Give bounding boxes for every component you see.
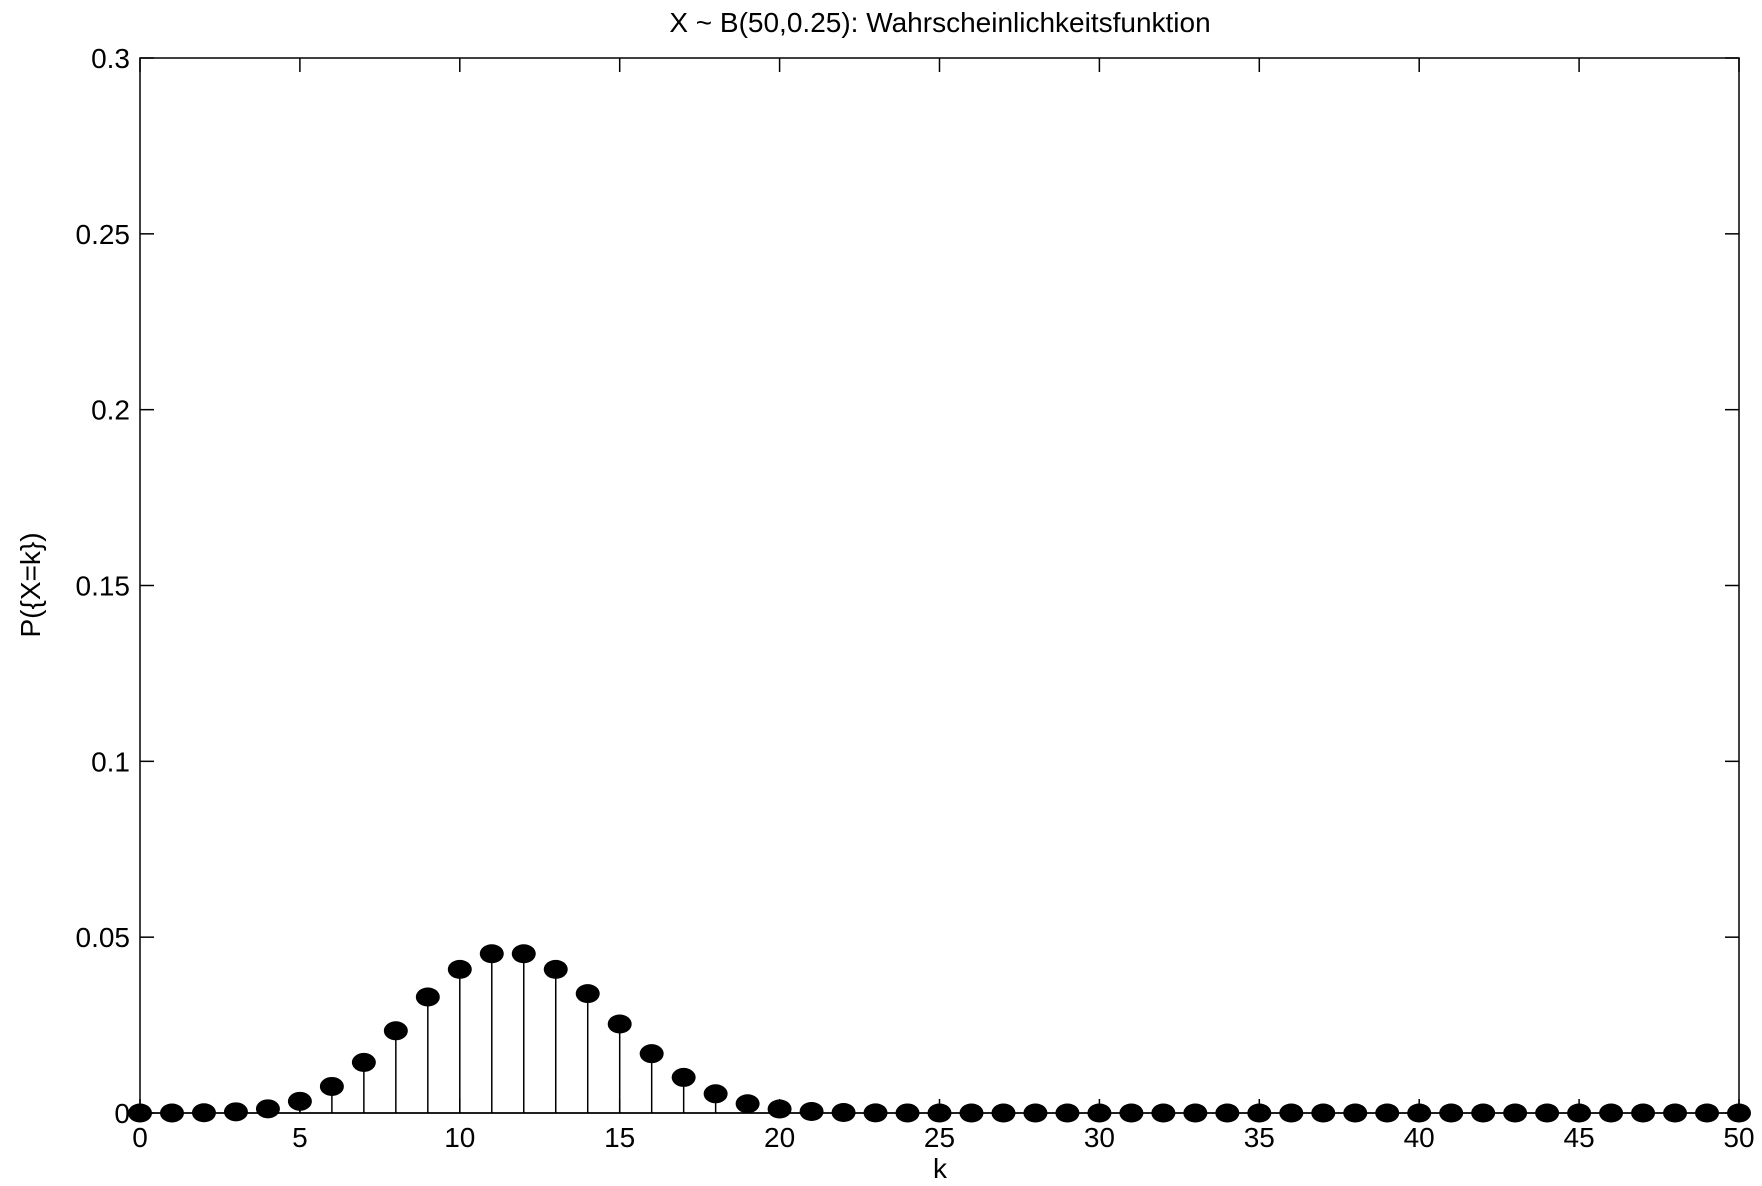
data-point bbox=[1183, 1103, 1208, 1123]
data-point bbox=[1151, 1103, 1176, 1123]
data-point bbox=[639, 1044, 664, 1064]
y-axis-label: P({X=k}) bbox=[15, 532, 46, 637]
data-point bbox=[735, 1094, 760, 1114]
x-tick-label: 45 bbox=[1564, 1122, 1595, 1153]
data-point bbox=[415, 987, 440, 1007]
data-point bbox=[767, 1099, 792, 1119]
x-tick-label: 15 bbox=[604, 1122, 635, 1153]
data-point bbox=[575, 984, 600, 1004]
data-point bbox=[1279, 1103, 1304, 1123]
data-point bbox=[927, 1103, 952, 1123]
data-point bbox=[671, 1067, 696, 1087]
data-point bbox=[1471, 1103, 1496, 1123]
data-point bbox=[1727, 1103, 1751, 1123]
data-point bbox=[543, 959, 568, 979]
x-tick-label: 0 bbox=[132, 1122, 148, 1153]
data-point bbox=[1439, 1103, 1464, 1123]
data-point bbox=[1535, 1103, 1560, 1123]
data-point bbox=[287, 1091, 312, 1111]
data-point bbox=[1407, 1103, 1432, 1123]
data-point bbox=[1631, 1103, 1656, 1123]
plot-frame bbox=[139, 57, 1740, 1114]
data-point bbox=[447, 959, 472, 979]
data-point bbox=[1023, 1103, 1048, 1123]
x-tick-label: 50 bbox=[1723, 1122, 1754, 1153]
data-point bbox=[1503, 1103, 1528, 1123]
chart-title: X ~ B(50,0.25): Wahrscheinlichkeitsfunkt… bbox=[669, 7, 1210, 38]
data-point bbox=[959, 1103, 984, 1123]
data-point bbox=[1663, 1103, 1688, 1123]
data-point bbox=[1215, 1103, 1240, 1123]
y-tick-label: 0 bbox=[114, 1098, 130, 1129]
data-point bbox=[799, 1101, 824, 1121]
data-point bbox=[1567, 1103, 1592, 1123]
y-tick-label: 0.25 bbox=[76, 219, 131, 250]
data-point bbox=[159, 1103, 184, 1123]
y-tick-label: 0.1 bbox=[91, 746, 130, 777]
y-tick-label: 0.05 bbox=[76, 922, 131, 953]
x-tick-label: 40 bbox=[1404, 1122, 1435, 1153]
x-tick-label: 35 bbox=[1244, 1122, 1275, 1153]
x-tick-label: 25 bbox=[924, 1122, 955, 1153]
data-point bbox=[895, 1103, 920, 1123]
y-tick-label: 0.3 bbox=[91, 43, 130, 74]
data-point bbox=[1119, 1103, 1144, 1123]
x-axis-label: k bbox=[933, 1153, 948, 1184]
x-tick-label: 30 bbox=[1084, 1122, 1115, 1153]
data-point bbox=[128, 1103, 152, 1123]
data-point bbox=[351, 1052, 376, 1072]
data-point bbox=[479, 944, 504, 964]
data-point bbox=[991, 1103, 1016, 1123]
data-point bbox=[1311, 1103, 1336, 1123]
data-point bbox=[1055, 1103, 1080, 1123]
data-point bbox=[191, 1103, 216, 1123]
data-point bbox=[1599, 1103, 1624, 1123]
data-point bbox=[1695, 1103, 1720, 1123]
data-point bbox=[1375, 1103, 1400, 1123]
markers bbox=[128, 944, 1751, 1123]
data-point bbox=[1343, 1103, 1368, 1123]
data-point bbox=[831, 1102, 856, 1122]
y-tick-label: 0.15 bbox=[76, 571, 131, 602]
data-point bbox=[255, 1099, 280, 1119]
data-point bbox=[1247, 1103, 1272, 1123]
x-tick-label: 20 bbox=[764, 1122, 795, 1153]
stems bbox=[139, 953, 1739, 1114]
data-point bbox=[223, 1102, 248, 1122]
data-point bbox=[703, 1084, 728, 1104]
x-tick-label: 5 bbox=[292, 1122, 308, 1153]
y-tick-label: 0.2 bbox=[91, 395, 130, 426]
x-tick-label: 10 bbox=[444, 1122, 475, 1153]
data-point bbox=[511, 944, 536, 964]
data-point bbox=[607, 1014, 632, 1034]
axis-ticks: 0 5 10 15 20 25 30 35 40 45 50 0 0.05 0.1 0.15 0.2 0.25 0… bbox=[76, 43, 1755, 1153]
data-point bbox=[863, 1103, 888, 1123]
data-point bbox=[383, 1021, 408, 1041]
data-point bbox=[1087, 1103, 1112, 1123]
data-point bbox=[319, 1076, 344, 1096]
